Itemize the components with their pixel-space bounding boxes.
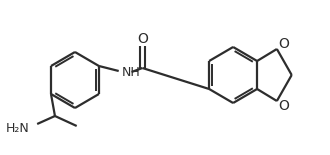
Text: O: O bbox=[278, 37, 289, 51]
Text: O: O bbox=[137, 32, 148, 46]
Text: O: O bbox=[278, 99, 289, 113]
Text: H₂N: H₂N bbox=[6, 122, 29, 135]
Text: NH: NH bbox=[122, 66, 141, 78]
